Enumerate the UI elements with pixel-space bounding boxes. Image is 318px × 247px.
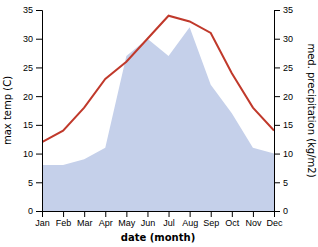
x-tick: Mar: [77, 211, 93, 228]
x-tick-mark: [63, 211, 64, 217]
y-tick-mark: [36, 96, 42, 97]
y2-tick: 35: [274, 5, 293, 15]
y2-tick-label: 0: [283, 206, 288, 216]
x-tick-label: Mar: [77, 218, 93, 228]
chart: JanFebMarAprMayJunJulAugSepOctNovDec0510…: [0, 0, 318, 247]
y2-tick-label: 20: [283, 92, 293, 102]
y-tick: 20: [23, 92, 42, 102]
y2-tick-mark: [274, 211, 280, 212]
y2-tick-label: 30: [283, 34, 293, 44]
precipitation-area: [42, 27, 274, 211]
x-tick: Jan: [35, 211, 50, 228]
y-tick: 0: [28, 206, 42, 216]
y2-tick: 25: [274, 63, 293, 73]
y-tick-mark: [36, 182, 42, 183]
y2-tick-mark: [274, 39, 280, 40]
y2-axis-line: [275, 11, 281, 212]
x-tick-mark: [232, 211, 233, 217]
y2-tick-label: 15: [283, 120, 293, 130]
x-tick-label: Dec: [266, 218, 283, 228]
y-axis: 0 5 10 15 20 25 30 35: [23, 5, 43, 216]
y2-tick-mark: [274, 96, 280, 97]
y2-tick-mark: [274, 182, 280, 183]
x-tick-label: Jun: [141, 218, 156, 228]
x-tick-label: Nov: [245, 218, 262, 228]
y2-tick-mark: [274, 67, 280, 68]
x-tick: Jun: [141, 211, 156, 228]
x-tick: Feb: [56, 211, 72, 228]
y2-tick-mark: [274, 125, 280, 126]
y-tick-label: 10: [23, 149, 33, 159]
x-tick-mark: [211, 211, 212, 217]
y-tick-label: 20: [23, 92, 33, 102]
y-tick-label: 15: [23, 120, 33, 130]
y-tick-label: 35: [23, 5, 33, 15]
x-tick: Sep: [203, 211, 219, 228]
x-tick-mark: [253, 211, 254, 217]
x-tick: Nov: [245, 211, 262, 228]
x-tick-label: Feb: [56, 218, 72, 228]
y-tick-mark: [36, 67, 42, 68]
x-axis-title: date (month): [121, 232, 195, 243]
y2-tick: 0: [274, 206, 288, 216]
x-tick: Apr: [99, 211, 113, 228]
x-tick-label: Apr: [99, 218, 113, 228]
y2-tick: 30: [274, 34, 293, 44]
y2-tick: 15: [274, 120, 293, 130]
x-tick-mark: [147, 211, 148, 217]
x-tick-mark: [169, 211, 170, 217]
x-tick-label: Jan: [35, 218, 50, 228]
x-axis: Jan Feb Mar Apr May Jun Jul Aug Sep Oct Nov Dec: [35, 211, 283, 228]
y-tick-mark: [36, 39, 42, 40]
x-tick: Jul: [163, 211, 175, 228]
y2-tick-label: 25: [283, 63, 293, 73]
y-tick: 35: [23, 5, 42, 15]
x-tick-label: May: [118, 218, 136, 228]
y-tick: 15: [23, 120, 42, 130]
x-tick: May: [118, 211, 136, 228]
y-tick-mark: [36, 154, 42, 155]
y2-axis-title: med. precipitation (kg/m2): [306, 43, 317, 177]
x-tick: Aug: [182, 211, 198, 228]
x-tick-mark: [190, 211, 191, 217]
y-tick-label: 5: [28, 178, 33, 188]
x-tick: Oct: [225, 211, 240, 228]
x-tick-label: Sep: [203, 218, 219, 228]
y-axis-line: [36, 11, 43, 212]
x-axis-line: [43, 212, 275, 218]
y-tick: 5: [28, 178, 42, 188]
y2-tick: 5: [274, 178, 288, 188]
y-axis-title: max temp (C): [2, 76, 13, 145]
y-tick-mark: [36, 211, 42, 212]
y-tick-mark: [36, 10, 42, 11]
y2-tick-mark: [274, 10, 280, 11]
y2-tick: 10: [274, 149, 293, 159]
y-tick: 30: [23, 34, 42, 44]
y-tick-label: 0: [28, 206, 33, 216]
y2-tick: 20: [274, 92, 293, 102]
y-tick-mark: [36, 125, 42, 126]
x-tick-mark: [84, 211, 85, 217]
y2-tick-label: 5: [283, 178, 288, 188]
y2-tick-label: 10: [283, 149, 293, 159]
x-tick-label: Oct: [225, 218, 240, 228]
x-tick-label: Jul: [163, 218, 175, 228]
x-tick-label: Aug: [182, 218, 198, 228]
y-tick-label: 25: [23, 63, 33, 73]
y2-tick-label: 35: [283, 5, 293, 15]
y-tick: 25: [23, 63, 42, 73]
y2-axis: 0 5 10 15 20 25 30 35: [274, 5, 293, 216]
plot-area: [42, 16, 274, 211]
x-tick: Dec: [266, 211, 283, 228]
temperature-line: [42, 16, 274, 142]
y-tick: 10: [23, 149, 42, 159]
x-tick-mark: [126, 211, 127, 217]
y-tick-label: 30: [23, 34, 33, 44]
y2-tick-mark: [274, 154, 280, 155]
x-tick-mark: [105, 211, 106, 217]
